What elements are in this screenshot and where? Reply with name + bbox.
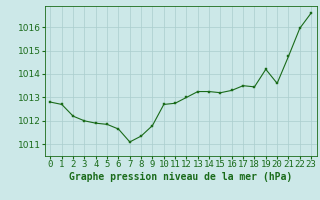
X-axis label: Graphe pression niveau de la mer (hPa): Graphe pression niveau de la mer (hPa): [69, 172, 292, 182]
